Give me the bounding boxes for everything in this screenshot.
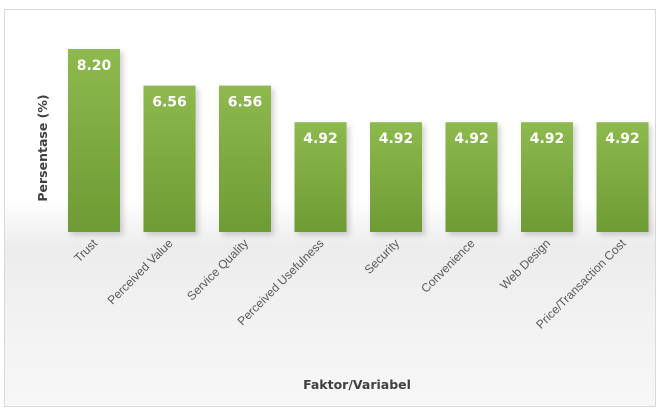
data-label-6: 4.92	[530, 131, 565, 147]
x-tick-label-3: Perceived Usefulness	[235, 236, 327, 328]
data-label-4: 4.92	[379, 131, 414, 147]
bar-0	[68, 49, 120, 232]
bar-4	[370, 122, 422, 232]
data-label-0: 8.20	[77, 58, 112, 74]
x-axis-title: Faktor/Variabel	[303, 377, 411, 392]
bar-7	[596, 122, 649, 232]
x-tick-labels-group: Trust Perceived Value Service QualityPerce…	[71, 236, 629, 332]
x-tick-label-6: Web Design	[497, 236, 553, 292]
x-tick-label-1: Perceived Value	[105, 236, 176, 307]
data-label-7: 4.92	[605, 131, 640, 147]
x-tick-label-0: Trust	[71, 236, 100, 265]
bar-chart: 8.206.56 6.564.92 4.92 4.92 4.92 4.92 Trust Pe…	[35, 49, 649, 392]
x-tick-label-4: Security	[362, 236, 403, 277]
x-tick-label-2: Service Quality	[184, 236, 251, 303]
bar-3	[294, 122, 347, 232]
data-label-3: 4.92	[303, 131, 338, 147]
data-label-1: 6.56	[152, 95, 187, 111]
data-label-5: 4.92	[454, 131, 489, 147]
chart-area: 8.20 6.56 6.56 4.92 4.92 4.92 4.92 4.92 Trust Pe…	[4, 9, 656, 407]
y-axis-title: Persentase (%)	[35, 94, 50, 201]
x-tick-label-5: Convenience	[418, 236, 478, 296]
bar-6	[521, 122, 573, 232]
bars-group	[68, 49, 649, 232]
bar-2	[219, 85, 271, 232]
data-labels-group: 8.20 6.56 6.56 4.92 4.92 4.92 4.92 4.92	[77, 58, 640, 147]
bar-5	[445, 122, 498, 232]
bar-1	[143, 85, 196, 232]
data-label-2: 6.56	[228, 95, 263, 111]
